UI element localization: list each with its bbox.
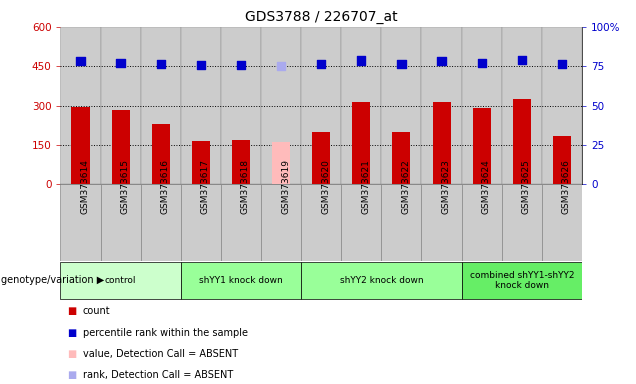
Bar [181, 262, 301, 299]
Text: GSM373616: GSM373616 [161, 159, 170, 214]
Point [436, 58, 446, 64]
Text: combined shYY1-shYY2
knock down: combined shYY1-shYY2 knock down [469, 271, 574, 290]
Bar [352, 102, 370, 184]
Bar [100, 27, 141, 184]
Bar [542, 27, 582, 184]
Bar [553, 136, 571, 184]
Text: GSM373617: GSM373617 [201, 159, 210, 214]
Text: GSM373622: GSM373622 [401, 159, 410, 214]
Point [396, 61, 406, 67]
Bar [60, 27, 100, 184]
Point [196, 62, 206, 68]
Bar [462, 262, 582, 299]
Text: percentile rank within the sample: percentile rank within the sample [83, 328, 247, 338]
Bar [473, 108, 491, 184]
Text: GSM373624: GSM373624 [481, 159, 490, 214]
Bar [111, 109, 130, 184]
Text: count: count [83, 306, 110, 316]
Text: shYY1 knock down: shYY1 knock down [199, 276, 283, 285]
Point [236, 62, 246, 68]
Bar [432, 102, 450, 184]
Text: ■: ■ [67, 328, 76, 338]
Text: GSM373614: GSM373614 [81, 159, 90, 214]
Point [116, 60, 126, 66]
Bar [542, 184, 582, 261]
Bar [141, 27, 181, 184]
Bar [261, 27, 301, 184]
Bar [181, 184, 221, 261]
Text: ■: ■ [67, 306, 76, 316]
Text: GSM373619: GSM373619 [281, 159, 290, 214]
Bar [261, 184, 301, 261]
Text: value, Detection Call = ABSENT: value, Detection Call = ABSENT [83, 349, 238, 359]
Bar [141, 184, 181, 261]
Text: GSM373626: GSM373626 [562, 159, 571, 214]
Bar [181, 27, 221, 184]
Point [476, 60, 487, 66]
Bar [221, 27, 261, 184]
Text: GSM373621: GSM373621 [361, 159, 370, 214]
Bar [312, 132, 330, 184]
Text: control: control [105, 276, 136, 285]
Bar [301, 262, 462, 299]
Point [556, 61, 567, 67]
Text: genotype/variation ▶: genotype/variation ▶ [1, 275, 104, 285]
Text: GSM373618: GSM373618 [241, 159, 250, 214]
Text: GSM373620: GSM373620 [321, 159, 330, 214]
Bar [513, 99, 531, 184]
Bar [301, 27, 342, 184]
Bar [60, 262, 181, 299]
Bar [382, 27, 422, 184]
Bar [462, 27, 502, 184]
Point [316, 61, 326, 67]
Bar [502, 27, 542, 184]
Bar [192, 141, 210, 184]
Bar [60, 184, 100, 261]
Bar [382, 184, 422, 261]
Bar [272, 142, 290, 184]
Bar [342, 184, 382, 261]
Text: rank, Detection Call = ABSENT: rank, Detection Call = ABSENT [83, 371, 233, 381]
Bar [422, 184, 462, 261]
Bar [100, 184, 141, 261]
Bar [221, 184, 261, 261]
Bar [342, 27, 382, 184]
Title: GDS3788 / 226707_at: GDS3788 / 226707_at [245, 10, 398, 25]
Point [356, 57, 366, 63]
Text: ■: ■ [67, 371, 76, 381]
Point [516, 56, 527, 63]
Bar [392, 132, 410, 184]
Text: GSM373623: GSM373623 [441, 159, 450, 214]
Bar [71, 107, 90, 184]
Point [76, 58, 86, 64]
Bar [152, 124, 170, 184]
Bar [422, 27, 462, 184]
Bar [301, 184, 342, 261]
Point [276, 63, 286, 69]
Point [156, 61, 166, 67]
Bar [462, 184, 502, 261]
Bar [232, 140, 250, 184]
Text: ■: ■ [67, 349, 76, 359]
Bar [502, 184, 542, 261]
Text: GSM373615: GSM373615 [121, 159, 130, 214]
Text: shYY2 knock down: shYY2 knock down [340, 276, 423, 285]
Text: GSM373625: GSM373625 [522, 159, 531, 214]
